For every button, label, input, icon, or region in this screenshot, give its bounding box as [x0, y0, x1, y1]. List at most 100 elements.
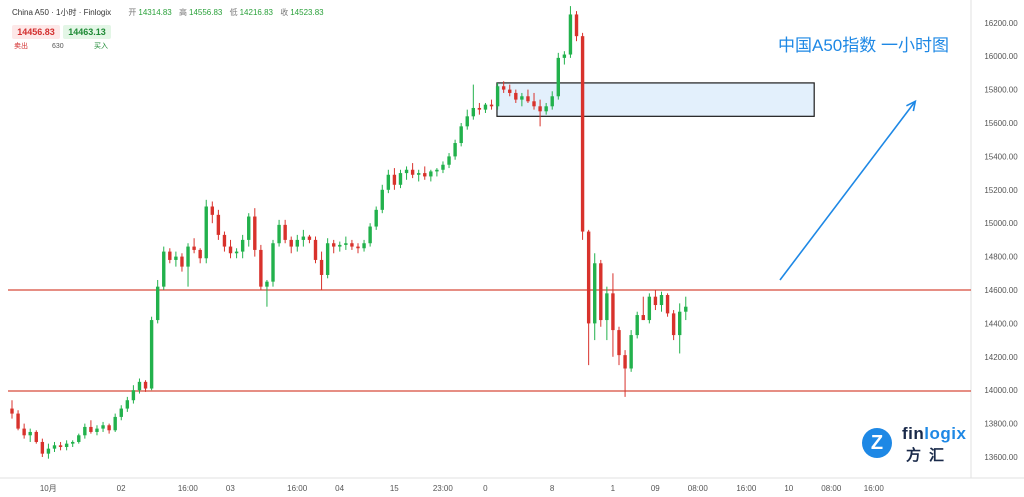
x-tick-label: 08:00	[688, 484, 709, 493]
candle-39	[247, 213, 251, 247]
y-tick-label: 15800.00	[984, 86, 1018, 95]
candle-35	[222, 231, 227, 252]
candle-body	[192, 246, 196, 250]
finlogix-logo: Z finlogix 方汇	[862, 424, 982, 464]
candle-body	[544, 106, 548, 112]
x-tick-label: 8	[550, 484, 555, 493]
candle-body	[319, 259, 324, 275]
candle-body	[368, 226, 372, 244]
candle-body	[247, 216, 251, 240]
candle-52	[325, 238, 330, 279]
candle-body	[514, 92, 518, 100]
candle-23	[149, 316, 154, 391]
candle-body	[162, 251, 166, 287]
x-tick-label: 09	[651, 484, 660, 493]
candle-46	[289, 236, 293, 254]
candle-body	[101, 425, 105, 429]
candle-92	[568, 6, 573, 58]
candle-body	[332, 243, 336, 247]
candle-91	[562, 51, 567, 65]
candle-107	[659, 291, 664, 312]
candle-69	[429, 169, 433, 182]
ohlc-close: 收 14523.83	[280, 8, 324, 17]
candle-90	[556, 52, 560, 100]
candle-99	[611, 273, 615, 357]
candle-body	[307, 236, 312, 240]
candle-28	[180, 253, 184, 272]
x-tick-label: 23:00	[433, 484, 454, 493]
candle-body	[113, 416, 117, 431]
candle-17	[113, 413, 117, 432]
candle-body	[410, 169, 415, 175]
sell-price-button[interactable]: 14456.83	[12, 25, 60, 39]
candle-104	[641, 296, 645, 321]
x-tick-label: 15	[390, 484, 399, 493]
candle-body	[174, 256, 178, 260]
candle-68	[423, 166, 427, 180]
quantity-value[interactable]: 630	[52, 43, 64, 50]
candle-body	[137, 381, 142, 391]
candle-18	[119, 405, 123, 421]
candle-29	[186, 243, 190, 287]
candle-body	[240, 239, 245, 252]
sell-label[interactable]: 卖出	[14, 43, 28, 50]
candle-body	[489, 104, 494, 107]
y-tick-label: 15400.00	[984, 152, 1018, 161]
candle-51	[319, 251, 324, 290]
candle-48	[301, 229, 306, 247]
candle-66	[410, 163, 415, 179]
x-tick-label: 1	[611, 484, 616, 493]
buy-label[interactable]: 买入	[94, 43, 108, 50]
candle-100	[617, 326, 621, 366]
buy-price-button[interactable]: 14463.13	[63, 25, 111, 39]
candle-body	[22, 428, 26, 436]
x-tick-label: 16:00	[287, 484, 308, 493]
candle-55	[344, 236, 348, 250]
candle-61	[380, 184, 384, 214]
candle-body	[386, 174, 391, 190]
candle-73	[453, 139, 457, 160]
candle-59	[368, 223, 372, 247]
candle-25	[162, 246, 166, 290]
candle-93	[574, 11, 579, 42]
candle-0	[10, 400, 14, 419]
candle-96	[593, 253, 597, 341]
candle-64	[398, 169, 403, 189]
candle-body	[210, 206, 215, 215]
candle-body	[671, 313, 676, 336]
candle-63	[392, 168, 397, 190]
candle-body	[538, 106, 542, 112]
candle-body	[471, 107, 476, 117]
candle-body	[653, 296, 658, 306]
candle-86	[532, 92, 536, 110]
candle-body	[301, 236, 306, 240]
candle-26	[168, 248, 172, 264]
trade-panel: 14456.83 14463.13 卖出 630 买入	[12, 25, 112, 55]
x-tick-label: 16:00	[736, 484, 757, 493]
y-tick-label: 14600.00	[984, 286, 1018, 295]
candle-10	[71, 440, 75, 447]
candle-body	[453, 143, 457, 157]
y-tick-label: 13800.00	[984, 420, 1018, 429]
candle-body	[204, 206, 208, 259]
candle-36	[228, 239, 233, 259]
y-tick-label: 15000.00	[984, 219, 1018, 228]
trade-row: 卖出 630 买入	[12, 41, 112, 52]
candle-88	[544, 102, 548, 115]
candle-103	[635, 311, 639, 339]
candle-body	[404, 169, 409, 174]
candle-body	[265, 281, 269, 287]
candle-80	[495, 82, 500, 110]
candle-body	[416, 173, 421, 175]
candle-body	[28, 431, 32, 436]
candle-42	[265, 279, 269, 307]
candle-72	[447, 153, 451, 169]
ohlc-high: 高 14556.83	[179, 8, 223, 17]
candle-57	[356, 243, 360, 254]
candle-body	[617, 330, 621, 356]
candle-body	[125, 400, 130, 409]
candle-body	[623, 355, 627, 369]
candle-109	[671, 310, 676, 341]
candle-body	[380, 189, 384, 210]
